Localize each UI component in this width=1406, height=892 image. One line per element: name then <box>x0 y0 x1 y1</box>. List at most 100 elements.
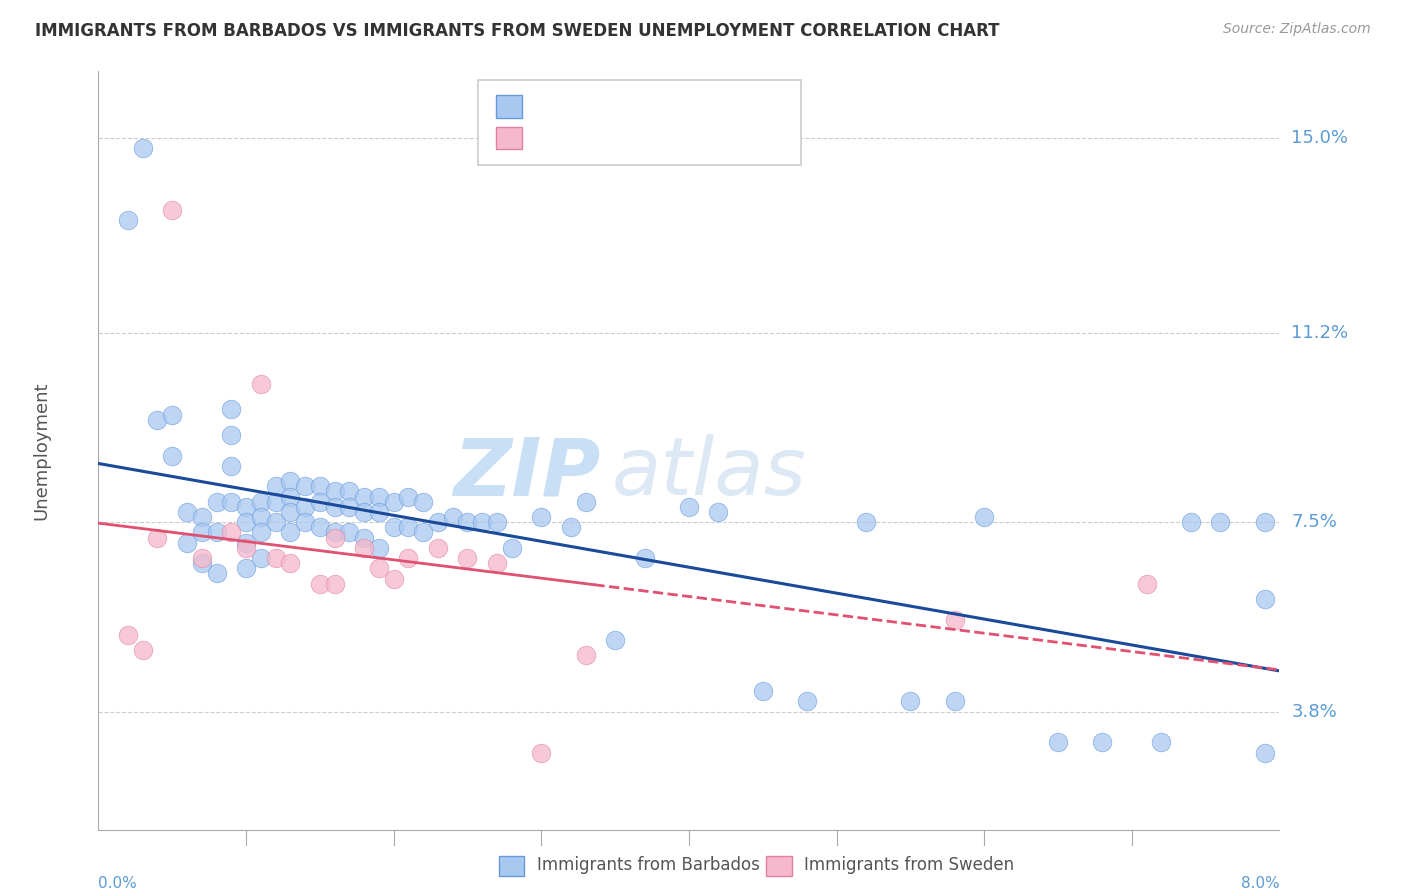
Point <box>264 494 287 508</box>
Point <box>235 515 257 529</box>
Point <box>146 413 169 427</box>
Point <box>309 494 332 508</box>
Point <box>117 213 139 227</box>
Point <box>250 551 273 566</box>
Point <box>323 576 346 591</box>
Point <box>353 505 375 519</box>
Point <box>294 515 316 529</box>
Point <box>132 141 155 155</box>
Point <box>382 494 405 508</box>
Point <box>471 515 494 529</box>
Text: 0.0%: 0.0% <box>98 876 138 891</box>
Point <box>191 525 214 540</box>
Point <box>250 510 273 524</box>
Point <box>235 561 257 575</box>
Point <box>221 494 243 508</box>
Point <box>1136 576 1159 591</box>
Point <box>250 494 273 508</box>
Point <box>368 541 391 555</box>
Point <box>1254 515 1277 529</box>
Point <box>221 458 243 473</box>
Text: Immigrants from Sweden: Immigrants from Sweden <box>804 856 1014 874</box>
Point <box>1254 592 1277 607</box>
Point <box>1150 735 1173 749</box>
Point <box>323 500 346 514</box>
Point <box>560 520 582 534</box>
Point <box>221 525 243 540</box>
Point <box>398 551 420 566</box>
Text: 3.8%: 3.8% <box>1291 703 1337 721</box>
Point <box>530 746 553 760</box>
Point <box>575 494 598 508</box>
Point <box>250 525 273 540</box>
Point <box>1091 735 1114 749</box>
Point <box>280 490 302 504</box>
Point <box>339 525 361 540</box>
Point <box>943 613 966 627</box>
Point <box>353 490 375 504</box>
Point <box>191 510 214 524</box>
Point <box>1046 735 1070 749</box>
Point <box>339 484 361 499</box>
Point <box>309 479 332 493</box>
Point <box>382 520 405 534</box>
Point <box>264 551 287 566</box>
Point <box>973 510 995 524</box>
Point <box>441 510 464 524</box>
Text: atlas: atlas <box>612 434 807 512</box>
Point <box>457 515 479 529</box>
Point <box>900 694 922 708</box>
Point <box>1180 515 1202 529</box>
Point <box>132 643 155 657</box>
Point <box>427 541 450 555</box>
Point <box>398 520 420 534</box>
Point <box>309 520 332 534</box>
Point <box>707 505 730 519</box>
Point <box>368 561 391 575</box>
Point <box>205 525 228 540</box>
Point <box>235 535 257 549</box>
Point <box>309 576 332 591</box>
Point <box>280 525 302 540</box>
Point <box>943 694 966 708</box>
Point <box>530 510 553 524</box>
Point <box>162 449 183 463</box>
Point <box>176 505 198 519</box>
Text: Unemployment: Unemployment <box>32 381 51 520</box>
Point <box>855 515 877 529</box>
Point <box>398 490 420 504</box>
Point <box>205 566 228 581</box>
Point <box>162 408 183 422</box>
Point <box>294 479 316 493</box>
Text: ZIP: ZIP <box>453 434 600 512</box>
Point <box>280 556 302 570</box>
Point <box>339 500 361 514</box>
Point <box>162 202 183 217</box>
Point <box>191 551 214 566</box>
Point <box>412 525 434 540</box>
Point <box>264 515 287 529</box>
Text: R = 0.024   N = 83: R = 0.024 N = 83 <box>533 98 690 116</box>
Point <box>1254 746 1277 760</box>
Point <box>412 494 434 508</box>
Text: IMMIGRANTS FROM BARBADOS VS IMMIGRANTS FROM SWEDEN UNEMPLOYMENT CORRELATION CHAR: IMMIGRANTS FROM BARBADOS VS IMMIGRANTS F… <box>35 22 1000 40</box>
Point <box>294 500 316 514</box>
Point <box>634 551 657 566</box>
Point <box>280 505 302 519</box>
Point <box>501 541 523 555</box>
Point <box>264 479 287 493</box>
Point <box>191 556 214 570</box>
Point <box>678 500 700 514</box>
Text: R = 0.087   N = 24: R = 0.087 N = 24 <box>533 129 690 147</box>
Point <box>235 541 257 555</box>
Point <box>205 494 228 508</box>
Point <box>250 376 273 391</box>
Point <box>1209 515 1232 529</box>
Point <box>221 402 243 417</box>
Text: 11.2%: 11.2% <box>1291 324 1348 342</box>
Point <box>146 531 169 545</box>
Text: 7.5%: 7.5% <box>1291 513 1337 531</box>
Point <box>605 633 627 648</box>
Text: 15.0%: 15.0% <box>1291 129 1348 147</box>
Point <box>486 556 509 570</box>
